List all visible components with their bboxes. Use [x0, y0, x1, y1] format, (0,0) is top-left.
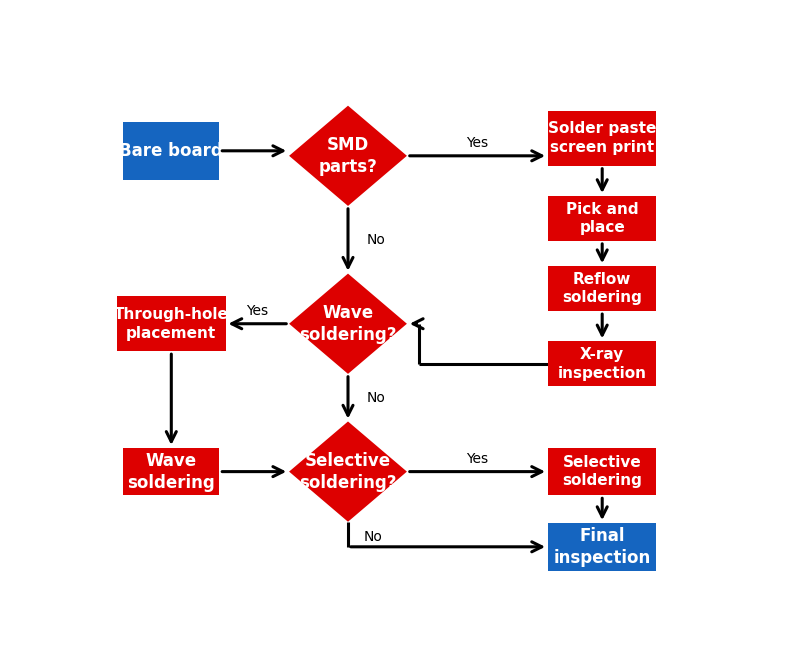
- FancyBboxPatch shape: [548, 266, 657, 311]
- Text: Bare board: Bare board: [119, 142, 223, 159]
- Text: No: No: [366, 391, 386, 405]
- FancyBboxPatch shape: [548, 111, 657, 166]
- FancyBboxPatch shape: [123, 448, 219, 495]
- Text: Final
inspection: Final inspection: [554, 527, 651, 567]
- Text: SMD
parts?: SMD parts?: [318, 135, 378, 176]
- Text: No: No: [363, 530, 382, 544]
- Text: Selective
soldering: Selective soldering: [562, 455, 642, 488]
- FancyBboxPatch shape: [548, 341, 657, 387]
- FancyBboxPatch shape: [548, 196, 657, 241]
- FancyBboxPatch shape: [548, 448, 657, 495]
- Polygon shape: [289, 105, 407, 206]
- Polygon shape: [289, 421, 407, 521]
- Text: Wave
soldering?: Wave soldering?: [299, 303, 397, 344]
- Text: Yes: Yes: [466, 136, 489, 150]
- FancyBboxPatch shape: [117, 296, 226, 352]
- Text: Through-hole
placement: Through-hole placement: [114, 307, 229, 340]
- Text: Reflow
soldering: Reflow soldering: [562, 272, 642, 305]
- Polygon shape: [289, 273, 407, 374]
- Text: Wave
soldering: Wave soldering: [127, 452, 215, 492]
- Text: Selective
soldering?: Selective soldering?: [299, 452, 397, 492]
- Text: Yes: Yes: [246, 304, 268, 318]
- Text: Pick and
place: Pick and place: [566, 202, 638, 235]
- Text: Yes: Yes: [466, 452, 489, 466]
- FancyBboxPatch shape: [123, 122, 219, 180]
- FancyBboxPatch shape: [548, 523, 657, 571]
- Text: No: No: [366, 233, 386, 247]
- Text: X-ray
inspection: X-ray inspection: [558, 347, 646, 381]
- Text: Solder paste
screen print: Solder paste screen print: [548, 122, 656, 155]
